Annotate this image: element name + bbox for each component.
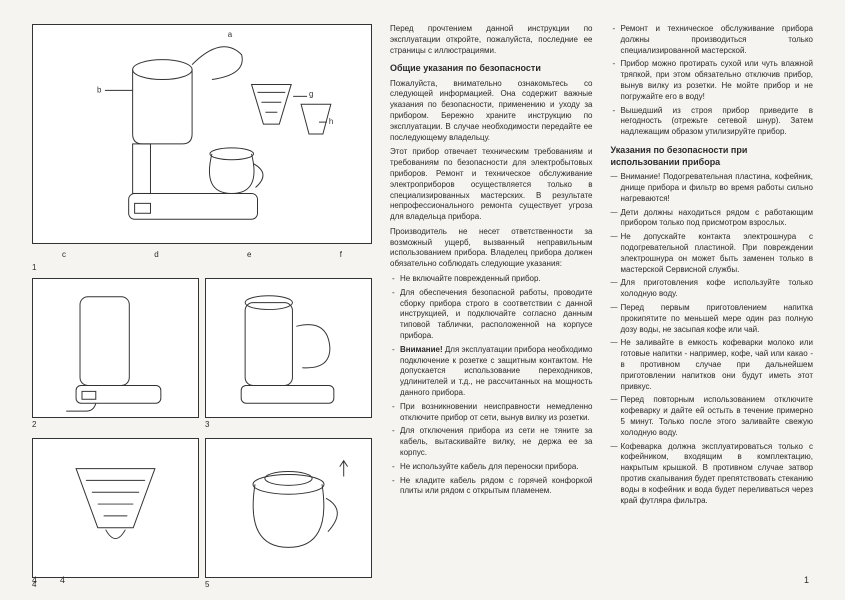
bullet-item: Кофеварка должна эксплуатироваться тольк… [611, 442, 814, 507]
bullet-item: Не кладите кабель рядом с горячей конфор… [390, 476, 593, 498]
label-c: c [62, 250, 66, 261]
bullet-item: Дети должны находиться рядом с работающи… [611, 208, 814, 230]
figure-2-wrap: 2 [32, 278, 199, 435]
bullet-item: Для приготовления кофе используйте тольк… [611, 278, 814, 300]
figure-5-wrap: 5 [205, 438, 372, 595]
figure-3 [205, 278, 372, 418]
svg-text:b: b [97, 85, 102, 94]
svg-text:a: a [228, 30, 233, 39]
col1-bullets: Не включайте поврежденный прибор. Для обе… [390, 274, 593, 497]
bullet-item: Внимание! Для эксплуатации прибора необх… [390, 345, 593, 399]
text-column-2: Ремонт и техническое обслуживание прибор… [611, 24, 814, 584]
bullet-item: Не включайте поврежденный прибор. [390, 274, 593, 285]
col2-bullets: Внимание! Подогревательная пластина, коф… [611, 172, 814, 506]
bullet-item: Вышедший из строя прибор приведите в нег… [611, 106, 814, 138]
figure-4-wrap: 4 [32, 438, 199, 595]
bullet-item: Перед повторным использованием отключите… [611, 395, 814, 438]
bullet-item: Для отключения прибора из сети не тяните… [390, 426, 593, 458]
figure-4 [32, 438, 199, 578]
bullet-item: Прибор можно протирать сухой или чуть вл… [611, 59, 814, 102]
bullet-item: Не допускайте контакта электрошнура с по… [611, 232, 814, 275]
figure-3-number: 3 [205, 420, 372, 431]
bullet-item: При возникновении неисправности немедлен… [390, 402, 593, 424]
figure-5-number: 5 [205, 580, 372, 591]
heading-safety-usage: Указания по безопасности при использован… [611, 144, 814, 168]
label-f: f [340, 250, 342, 261]
page-number-right: 1 [804, 574, 809, 586]
figure-3-wrap: 3 [205, 278, 372, 435]
col1-p1: Пожалуйста, внимательно ознакомьтесь со … [390, 79, 593, 144]
col1-p2: Этот прибор отвечает техническим требова… [390, 147, 593, 223]
col2-bullets-top: Ремонт и техническое обслуживание прибор… [611, 24, 814, 138]
figure-1: a b g h [32, 24, 372, 244]
figure-2 [32, 278, 199, 418]
page-number-inner: 4 [60, 574, 65, 586]
col1-p3: Производитель не несет ответственности з… [390, 227, 593, 270]
page-number-left: 4 [32, 574, 37, 586]
figure-1-bottom-labels: c d e f [32, 250, 372, 261]
figure-2-number: 2 [32, 420, 199, 431]
text-column-1: Перед прочтением данной инструкции по эк… [390, 24, 593, 584]
bullet-item: Не заливайте в емкость кофеварки молоко … [611, 338, 814, 392]
bullet-item: Для обеспечения безопасной работы, прово… [390, 288, 593, 342]
figure-5 [205, 438, 372, 578]
heading-safety-general: Общие указания по безопасности [390, 62, 593, 74]
svg-text:g: g [309, 89, 313, 98]
text-columns: Перед прочтением данной инструкции по эк… [390, 24, 813, 584]
bullet-item: Внимание! Подогревательная пластина, коф… [611, 172, 814, 204]
label-e: e [247, 250, 251, 261]
figure-4-number: 4 [32, 580, 199, 591]
bullet-item: Не используйте кабель для переноски приб… [390, 462, 593, 473]
intro-paragraph: Перед прочтением данной инструкции по эк… [390, 24, 593, 56]
figure-1-number: 1 [32, 263, 372, 274]
label-d: d [154, 250, 158, 261]
svg-text:h: h [329, 117, 333, 126]
illustrations-column: a b g h [32, 24, 372, 584]
bullet-item: Ремонт и техническое обслуживание прибор… [611, 24, 814, 56]
bullet-item: Перед первым приготовлением напитка прок… [611, 303, 814, 335]
